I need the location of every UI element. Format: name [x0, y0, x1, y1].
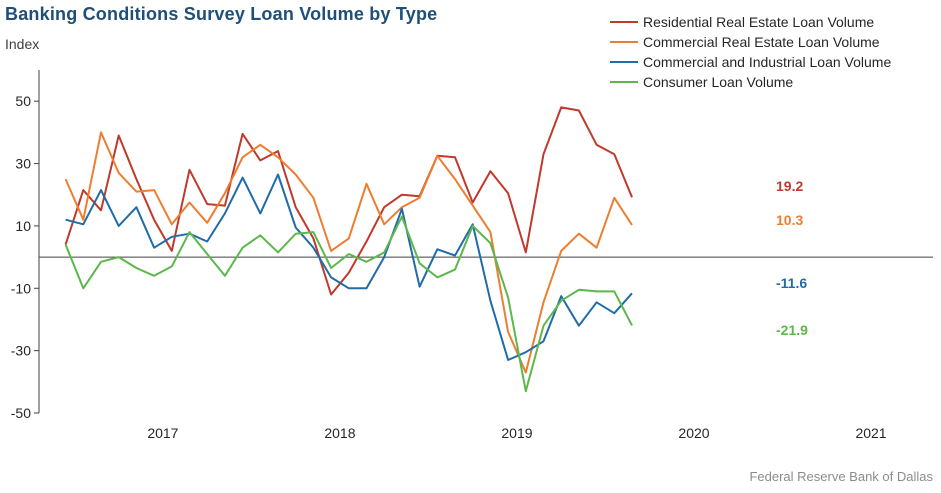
legend-swatch — [610, 21, 638, 23]
series-line-4 — [64, 215, 633, 393]
y-tick-label: -30 — [11, 343, 31, 359]
legend-item: Residential Real Estate Loan Volume — [610, 12, 891, 32]
y-tick-label: 10 — [15, 218, 31, 234]
legend-label: Residential Real Estate Loan Volume — [643, 14, 875, 30]
legend-item: Consumer Loan Volume — [610, 72, 891, 92]
legend-swatch — [610, 61, 638, 63]
x-tick-label: 2018 — [324, 425, 355, 441]
y-axis-unit-label: Index — [5, 36, 40, 52]
source-note: Federal Reserve Bank of Dallas — [749, 469, 933, 484]
legend-label: Consumer Loan Volume — [643, 74, 794, 90]
series-line-1 — [64, 106, 633, 296]
series-end-label: 19.2 — [776, 178, 803, 194]
series-line-2 — [64, 131, 633, 374]
legend-swatch — [610, 41, 638, 43]
y-tick-label: -10 — [11, 280, 31, 296]
x-tick-label: 2020 — [678, 425, 709, 441]
y-tick-label: 30 — [15, 156, 31, 172]
series-end-label: 10.3 — [776, 212, 803, 228]
series-end-label: -11.6 — [776, 275, 807, 291]
series-end-label: -21.9 — [776, 322, 808, 338]
y-tick-label: -50 — [11, 405, 31, 421]
legend-label: Commercial Real Estate Loan Volume — [643, 34, 880, 50]
series-line-3 — [65, 173, 633, 361]
x-tick-label: 2019 — [501, 425, 532, 441]
legend-swatch — [610, 81, 638, 83]
legend-item: Commercial and Industrial Loan Volume — [610, 52, 891, 72]
y-tick-label: 50 — [15, 93, 31, 109]
legend-item: Commercial Real Estate Loan Volume — [610, 32, 891, 52]
x-tick-label: 2017 — [147, 425, 178, 441]
chart-series — [64, 106, 633, 393]
chart-legend: Residential Real Estate Loan Volume Comme… — [610, 12, 891, 92]
chart-axes: -50 -30 -10 10 30 50 2017 2018 2019 2020 2021 — [11, 70, 933, 441]
chart-end-labels: 19.2 10.3 -11.6 -21.9 — [776, 178, 808, 338]
chart-title: Banking Conditions Survey Loan Volume by… — [5, 4, 438, 24]
legend-label: Commercial and Industrial Loan Volume — [643, 54, 892, 70]
x-tick-label: 2021 — [855, 425, 886, 441]
